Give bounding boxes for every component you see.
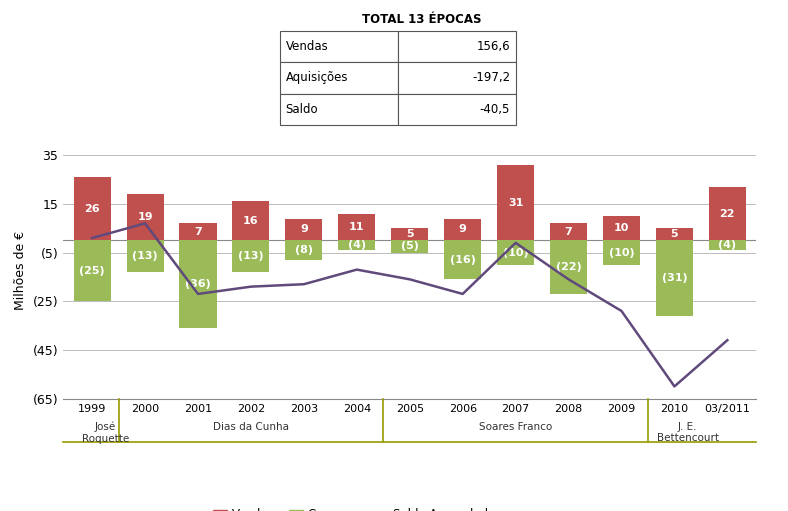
Bar [73, 177, 110, 240]
Text: 11: 11 [349, 222, 365, 232]
Bar [232, 240, 269, 272]
Bar [497, 240, 534, 265]
Text: 7: 7 [565, 227, 572, 237]
Bar [232, 201, 269, 240]
Text: 5: 5 [671, 229, 678, 239]
Text: (5): (5) [401, 242, 418, 251]
Text: 5: 5 [406, 229, 414, 239]
Text: (10): (10) [503, 248, 529, 258]
Bar [338, 240, 375, 250]
Bar [497, 165, 534, 240]
Bar [709, 240, 746, 250]
Text: (25): (25) [80, 266, 105, 276]
Bar [285, 240, 322, 260]
Bar [656, 240, 693, 316]
Bar [550, 240, 587, 294]
Text: J. E.
Bettencourt: J. E. Bettencourt [656, 422, 719, 443]
Bar [127, 240, 164, 272]
Text: 19: 19 [137, 212, 153, 222]
Bar [391, 240, 429, 252]
Bar [73, 240, 110, 301]
Text: (4): (4) [719, 240, 737, 250]
Bar [444, 240, 481, 280]
Bar [444, 219, 481, 240]
Text: 9: 9 [459, 224, 466, 235]
Bar [127, 194, 164, 240]
Bar [180, 240, 217, 328]
Bar [550, 223, 587, 240]
Bar [603, 240, 640, 265]
Text: 16: 16 [243, 216, 258, 226]
Text: Soares Franco: Soares Franco [479, 422, 552, 432]
Bar [285, 219, 322, 240]
Text: (16): (16) [450, 255, 476, 265]
Text: 22: 22 [719, 208, 735, 219]
Text: 10: 10 [614, 223, 629, 233]
Text: (31): (31) [662, 273, 687, 283]
Text: (22): (22) [556, 262, 582, 272]
Text: 31: 31 [508, 198, 523, 207]
Legend: Vendas, Compras, Saldo Acumulado: Vendas, Compras, Saldo Acumulado [208, 503, 500, 511]
Text: TOTAL 13 ÉPOCAS: TOTAL 13 ÉPOCAS [362, 13, 481, 26]
Text: 26: 26 [84, 204, 100, 214]
Text: 7: 7 [194, 227, 202, 237]
Text: (10): (10) [608, 248, 634, 258]
Bar [180, 223, 217, 240]
Bar [338, 214, 375, 240]
Bar [656, 228, 693, 240]
Bar [603, 216, 640, 240]
Text: 9: 9 [300, 224, 308, 235]
Text: (8): (8) [295, 245, 313, 255]
Y-axis label: Milhões de €: Milhões de € [14, 231, 27, 310]
Text: (36): (36) [185, 279, 211, 289]
Text: (4): (4) [348, 240, 366, 250]
Text: (13): (13) [238, 251, 264, 261]
Text: José
Roquette: José Roquette [82, 422, 129, 444]
Bar [391, 228, 429, 240]
Bar [709, 187, 746, 240]
Text: Dias da Cunha: Dias da Cunha [213, 422, 289, 432]
Text: (13): (13) [132, 251, 158, 261]
